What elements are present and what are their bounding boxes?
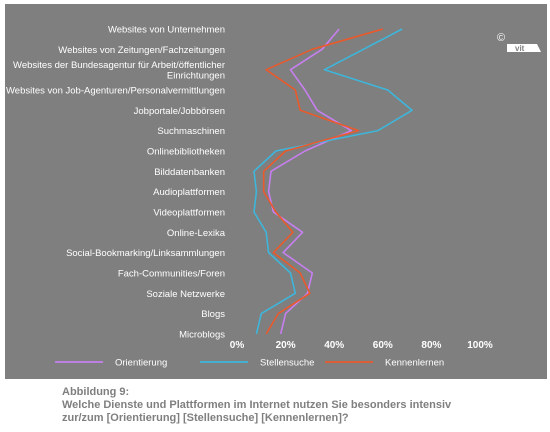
x-tick-label: 100%	[467, 340, 493, 351]
caption-line-3: zur/zum [Orientierung] [Stellensuche] [K…	[62, 412, 349, 424]
caption-line-1: Abbildung 9:	[62, 386, 130, 398]
legend-label-orientierung: Orientierung	[115, 358, 167, 369]
x-tick-label: 60%	[373, 340, 393, 351]
category-label: Social-Bookmarking/Linksammlungen	[66, 248, 225, 259]
category-label: Blogs	[201, 309, 225, 320]
category-label: Fach-Communities/Foren	[118, 268, 225, 279]
x-tick-label: 0%	[230, 340, 245, 351]
category-label: Onlinebibliotheken	[147, 146, 225, 157]
category-label: Online-Lexika	[167, 228, 226, 239]
category-label: Websites der Bundesagentur für Arbeit/öf…	[13, 60, 225, 71]
category-label: Jobportale/Jobbörsen	[134, 106, 225, 117]
caption-line-2: Welche Dienste und Plattformen im Intern…	[62, 399, 452, 411]
legend-label-kennenlernen: Kennenlernen	[385, 358, 444, 369]
category-label: Einrichtungen	[167, 70, 225, 81]
category-labels: Websites von Unternehmen Websites von Zei…	[6, 25, 226, 341]
legend-label-stellensuche: Stellensuche	[260, 358, 314, 369]
category-label: Websites von Unternehmen	[108, 25, 225, 36]
category-label: Websites von Zeitungen/Fachzeitungen	[58, 45, 225, 56]
x-tick-label: 20%	[276, 340, 296, 351]
series-line-stellensuche	[253, 28, 413, 335]
category-label: Audioplattformen	[153, 187, 225, 198]
category-label: Microblogs	[179, 329, 225, 340]
copyright-symbol: ©	[497, 32, 505, 44]
figure-caption: Abbildung 9: Welche Dienste und Plattfor…	[62, 386, 532, 425]
x-axis-ticks: 0% 20% 40% 60% 80% 100%	[230, 340, 493, 351]
category-label: Websites von Job-Agenturen/Personalvermi…	[6, 85, 225, 96]
copyright-logo: © vit	[495, 28, 545, 58]
category-label: Videoplattformen	[153, 207, 225, 218]
chart-panel: Websites von Unternehmen Websites von Zei…	[5, 4, 547, 379]
category-label: Suchmaschinen	[157, 126, 225, 137]
series-line-orientierung	[267, 28, 353, 335]
x-tick-label: 40%	[324, 340, 344, 351]
series-line-kennenlernen	[262, 28, 384, 335]
logo-shape	[507, 44, 541, 52]
series-lines	[253, 28, 413, 335]
legend: Orientierung Stellensuche Kennenlernen	[55, 358, 444, 369]
logo-text: vit	[515, 44, 525, 53]
x-tick-label: 80%	[421, 340, 441, 351]
category-label: Soziale Netzwerke	[146, 289, 225, 300]
category-label: Bilddatenbanken	[154, 167, 225, 178]
line-chart: Websites von Unternehmen Websites von Zei…	[6, 25, 493, 369]
